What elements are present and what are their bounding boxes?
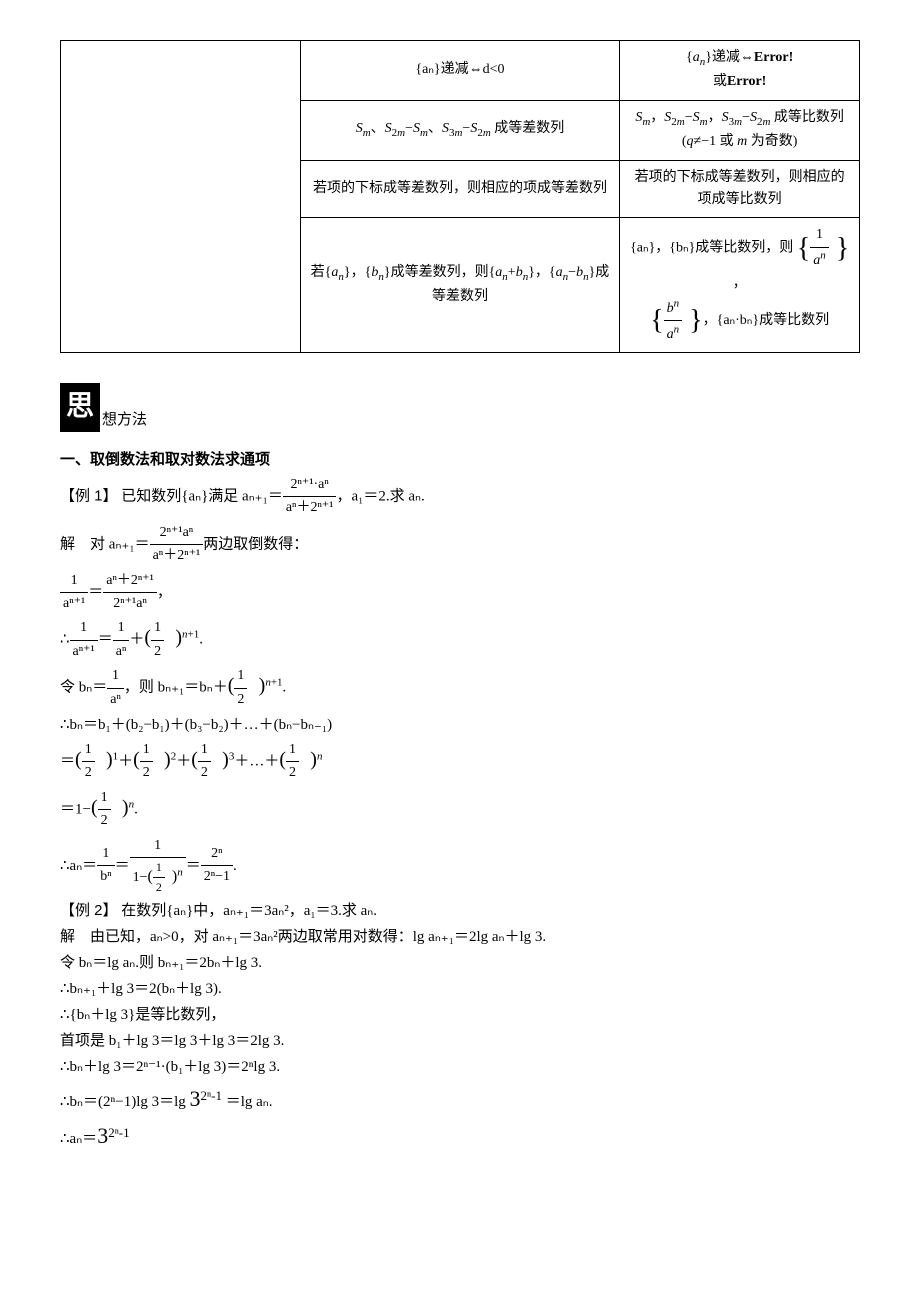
solution-line: ∴aₙ＝32ⁿ-1 <box>60 1118 860 1153</box>
sol-text: ＝lg aₙ. <box>226 1094 273 1110</box>
solution-line: ＝1−(12 )n. <box>60 787 860 833</box>
table-cell: 若项的下标成等差数列，则相应的项成等差数列 <box>300 160 620 218</box>
frac-den: aⁿ⁺¹ <box>60 593 88 615</box>
example-stem: 【例 1】 已知数列{aₙ}满足 aₙ₊₁＝2ⁿ⁺¹·aⁿaⁿ＋2ⁿ⁺¹，a₁＝… <box>60 474 860 520</box>
frac-den: aⁿ <box>113 641 130 663</box>
example-label: 【例 1】 <box>60 487 118 504</box>
frac-den: 2 <box>151 641 164 663</box>
solution-line: ∴bₙ₊₁＋lg 3＝2(bₙ＋lg 3). <box>60 977 860 1001</box>
solution-line: ∴bₙ＝b₁＋(b₂−b₁)＋(b₃−b₂)＋…＋(bₙ−bₙ₋₁) <box>60 713 860 737</box>
sol-text: ＝ <box>115 857 130 873</box>
section-heading: 思想方法 <box>60 383 860 432</box>
cell-text: ，{aₙ·bₙ}成等比数列 <box>703 313 829 328</box>
section-icon: 思 <box>60 383 100 432</box>
table-cell: Sm，S2m−Sm，S3m−S2m 成等比数列(q≠−1 或 m 为奇数) <box>620 100 860 160</box>
solution-line: 解 由已知，aₙ>0，对 aₙ₊₁＝3aₙ²两边取常用对数得：lg aₙ₊₁＝2… <box>60 925 860 949</box>
stem-text: ，a₁＝2.求 aₙ. <box>336 488 424 504</box>
frac-num: 2ⁿ <box>201 843 233 866</box>
sol-text: ∴aₙ＝ <box>60 1131 97 1147</box>
solution-label: 解 <box>60 535 75 552</box>
sol-text: ，则 bₙ₊₁＝bₙ＋ <box>124 680 228 696</box>
comparison-table: {aₙ}递减⇔d<0 {an}递减⇔Error!或Error! Sm、S2m−S… <box>60 40 860 353</box>
sol-text: ∴bₙ＝(2ⁿ−1)lg 3＝lg <box>60 1094 190 1110</box>
table-cell: Sm、S2m−Sm、S3m−S2m 成等差数列 <box>300 100 620 160</box>
frac-num: aⁿ＋2ⁿ⁺¹ <box>103 570 157 593</box>
solution-line: ∴1aⁿ⁺¹＝1aⁿ＋(12 )n+1. <box>60 617 860 663</box>
frac-num: 1 <box>107 665 124 688</box>
solution-line: ＝(12 )1＋(12 )2＋(12 )3＋…＋(12 )n <box>60 739 860 785</box>
table-row: {aₙ}递减⇔d<0 {an}递减⇔Error!或Error! <box>61 41 860 101</box>
cell-text: {aₙ}，{bₙ}成等比数列，则 <box>630 241 793 256</box>
table-cell-left <box>61 41 301 353</box>
sol-text: 令 bₙ＝ <box>60 680 107 696</box>
frac-num: 1 <box>113 617 130 640</box>
frac-num: 1 <box>97 843 114 866</box>
base-text: 3 <box>97 1123 108 1148</box>
exp-text: 2ⁿ-1 <box>108 1125 129 1140</box>
solution-line: 令 bₙ＝1aⁿ，则 bₙ₊₁＝bₙ＋(12 )n+1. <box>60 665 860 711</box>
exp-text: 2ⁿ-1 <box>201 1088 222 1103</box>
sol-text: 对 aₙ₊₁＝ <box>90 536 150 552</box>
solution-line: 解 对 aₙ₊₁＝2ⁿ⁺¹aⁿaⁿ＋2ⁿ⁺¹两边取倒数得： <box>60 522 860 568</box>
solution-line: 首项是 b₁＋lg 3＝lg 3＋lg 3＝2lg 3. <box>60 1029 860 1053</box>
frac-num: 1 <box>234 665 247 688</box>
table-cell: 若{an}，{bn}成等差数列，则{an+bn}，{an−bn}成等差数列 <box>300 218 620 353</box>
example-stem: 【例 2】 在数列{aₙ}中，aₙ₊₁＝3aₙ²，a₁＝3.求 aₙ. <box>60 899 860 923</box>
base-text: 3 <box>190 1086 201 1111</box>
frac-den: aⁿ＋2ⁿ⁺¹ <box>150 545 204 567</box>
table-cell: {an}递减⇔Error!或Error! <box>620 41 860 101</box>
frac-den: 2 <box>234 689 247 711</box>
frac-den: bⁿ <box>97 866 114 888</box>
frac-num: 1 <box>60 570 88 593</box>
solution-line: ∴aₙ＝1bⁿ＝11−(12 )n＝2ⁿ2ⁿ−1. <box>60 835 860 898</box>
sol-text: ∴aₙ＝ <box>60 857 97 873</box>
table-cell: {aₙ}递减⇔d<0 <box>300 41 620 101</box>
frac-den: 2ⁿ−1 <box>201 866 233 888</box>
table-cell: 若项的下标成等差数列，则相应的项成等比数列 <box>620 160 860 218</box>
subheading: 一、取倒数法和取对数法求通项 <box>60 448 860 472</box>
solution-line: 令 bₙ＝lg aₙ.则 bₙ₊₁＝2bₙ＋lg 3. <box>60 951 860 975</box>
frac-den: 2ⁿ⁺¹aⁿ <box>103 593 157 615</box>
frac-num: 1 <box>70 617 98 640</box>
stem-text: 已知数列{aₙ}满足 aₙ₊₁＝ <box>121 488 283 504</box>
frac-num: 2ⁿ⁺¹·aⁿ <box>283 474 337 497</box>
solution-line: 1aⁿ⁺¹＝aⁿ＋2ⁿ⁺¹2ⁿ⁺¹aⁿ， <box>60 570 860 616</box>
section-title-text: 想方法 <box>102 412 147 428</box>
sol-text: ＝ <box>186 857 201 873</box>
frac-num: 1 <box>151 617 164 640</box>
stem-text: 在数列{aₙ}中，aₙ₊₁＝3aₙ²，a₁＝3.求 aₙ. <box>121 903 377 919</box>
frac-den: aⁿ＋2ⁿ⁺¹ <box>283 497 337 519</box>
solution-line: ∴bₙ＝(2ⁿ−1)lg 3＝lg 32ⁿ-1 ＝lg aₙ. <box>60 1081 860 1116</box>
example-label: 【例 2】 <box>60 902 118 919</box>
frac-den: aⁿ <box>107 689 124 711</box>
solution-line: ∴bₙ＋lg 3＝2ⁿ⁻¹·(b₁＋lg 3)＝2ⁿlg 3. <box>60 1055 860 1079</box>
cell-text: ， <box>733 276 747 291</box>
sol-text: 两边取倒数得： <box>203 536 308 552</box>
solution-line: ∴{bₙ＋lg 3}是等比数列， <box>60 1003 860 1027</box>
frac-den: aⁿ⁺¹ <box>70 641 98 663</box>
frac-num: 2ⁿ⁺¹aⁿ <box>150 522 204 545</box>
table-cell: {aₙ}，{bₙ}成等比数列，则 {1an }， {bnan }，{aₙ·bₙ}… <box>620 218 860 353</box>
